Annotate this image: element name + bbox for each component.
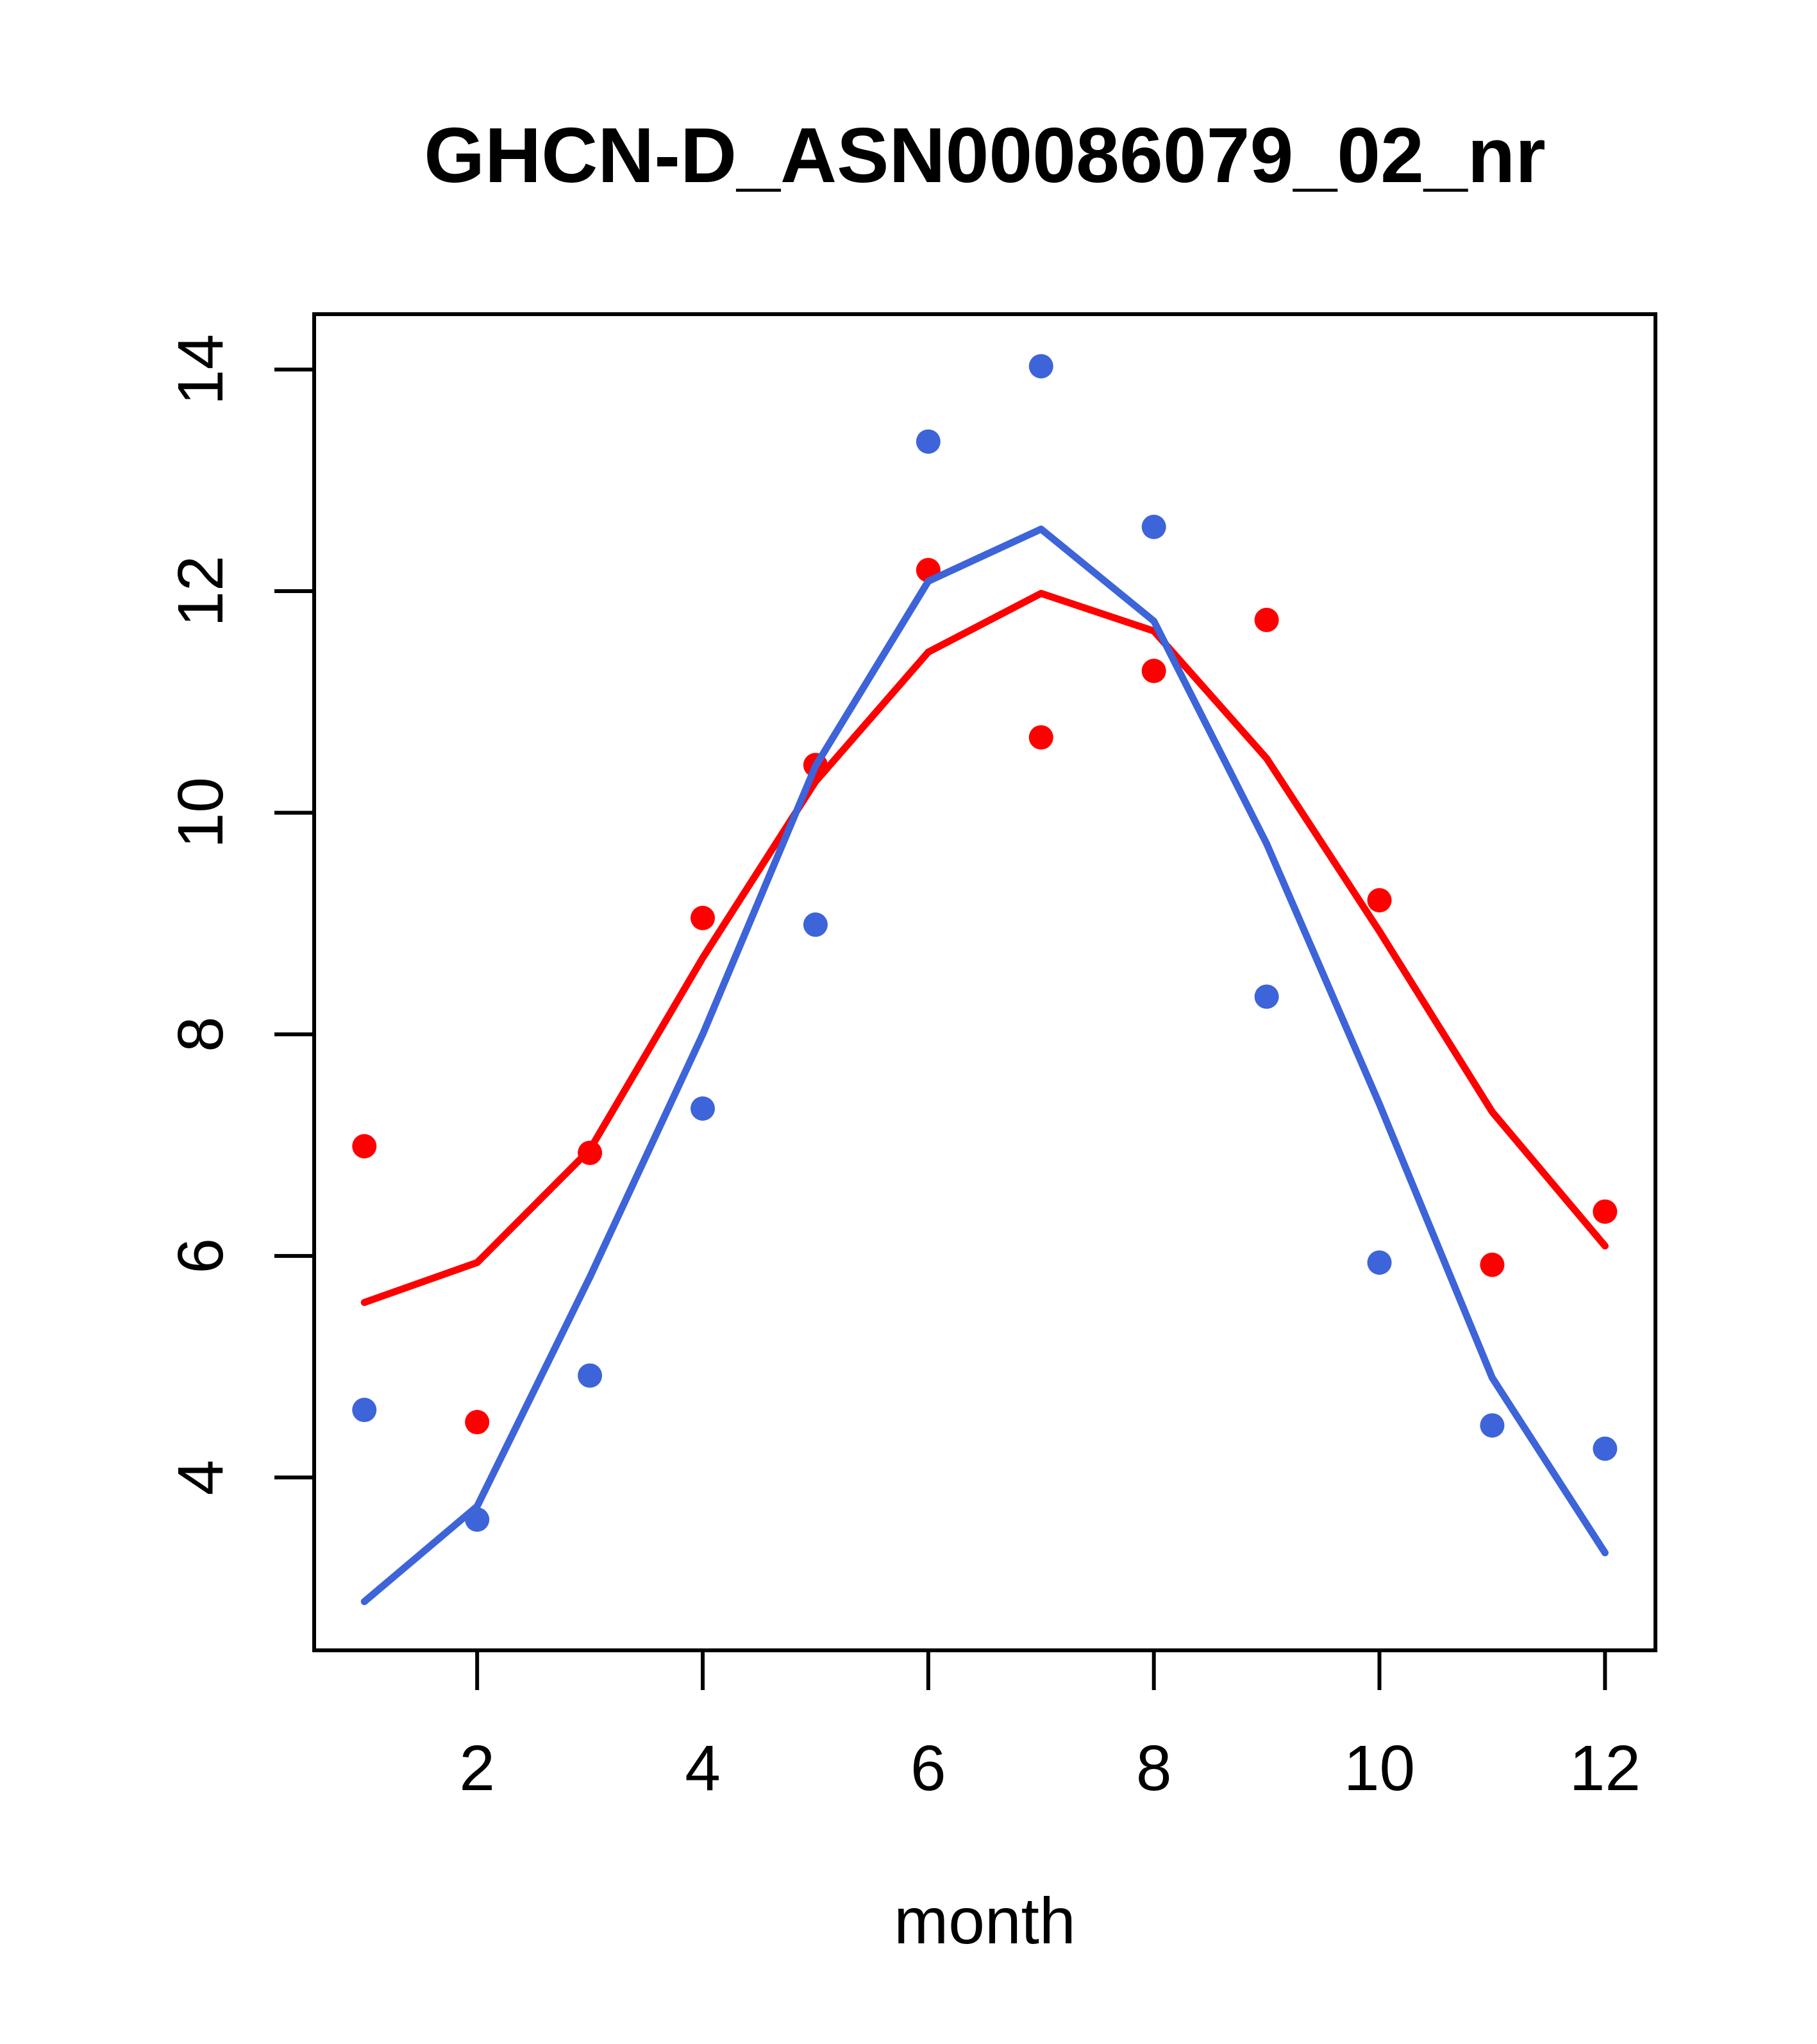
scatter-point-red-points — [1367, 888, 1392, 913]
x-axis-label: month — [894, 1884, 1076, 1957]
scatter-point-red-points — [352, 1134, 377, 1159]
scatter-point-blue-points — [1254, 984, 1279, 1009]
scatter-point-blue-points — [578, 1363, 603, 1388]
scatter-point-red-points — [1028, 725, 1053, 750]
y-tick-label: 14 — [165, 334, 237, 405]
scatter-point-red-points — [1593, 1199, 1618, 1224]
red-trend-line — [360, 590, 1609, 1306]
scatter-point-blue-points — [1367, 1250, 1392, 1275]
blue-trend-line — [360, 525, 1609, 1605]
x-tick-label: 12 — [1570, 1732, 1641, 1804]
y-tick-label: 10 — [165, 777, 237, 848]
scatter-point-red-points — [1141, 658, 1166, 683]
scatter-point-red-points — [691, 905, 716, 930]
scatter-point-blue-points — [1480, 1413, 1505, 1438]
scatter-point-blue-points — [691, 1096, 716, 1121]
scatter-point-red-points — [465, 1410, 490, 1435]
y-tick-label: 4 — [165, 1460, 237, 1496]
y-tick-label: 6 — [165, 1238, 237, 1274]
x-tick-label: 6 — [910, 1732, 946, 1804]
y-tick-label: 12 — [165, 555, 237, 626]
x-tick-label: 2 — [459, 1732, 495, 1804]
scatter-point-blue-points — [803, 912, 828, 937]
x-tick-label: 4 — [685, 1732, 721, 1804]
scatter-point-blue-points — [1141, 514, 1166, 539]
scatter-point-red-points — [1480, 1252, 1505, 1277]
scatter-point-blue-points — [352, 1398, 377, 1423]
scatter-point-red-points — [1254, 607, 1279, 632]
chart-title: GHCN-D_ASN00086079_02_nr — [424, 112, 1546, 199]
scatter-point-blue-points — [1028, 354, 1053, 379]
scatter-point-blue-points — [916, 429, 941, 454]
x-tick-label: 10 — [1344, 1732, 1415, 1804]
scatter-point-blue-points — [1593, 1436, 1618, 1461]
x-tick-label: 8 — [1136, 1732, 1172, 1804]
y-tick-label: 8 — [165, 1016, 237, 1052]
plot-box — [312, 312, 1657, 1652]
